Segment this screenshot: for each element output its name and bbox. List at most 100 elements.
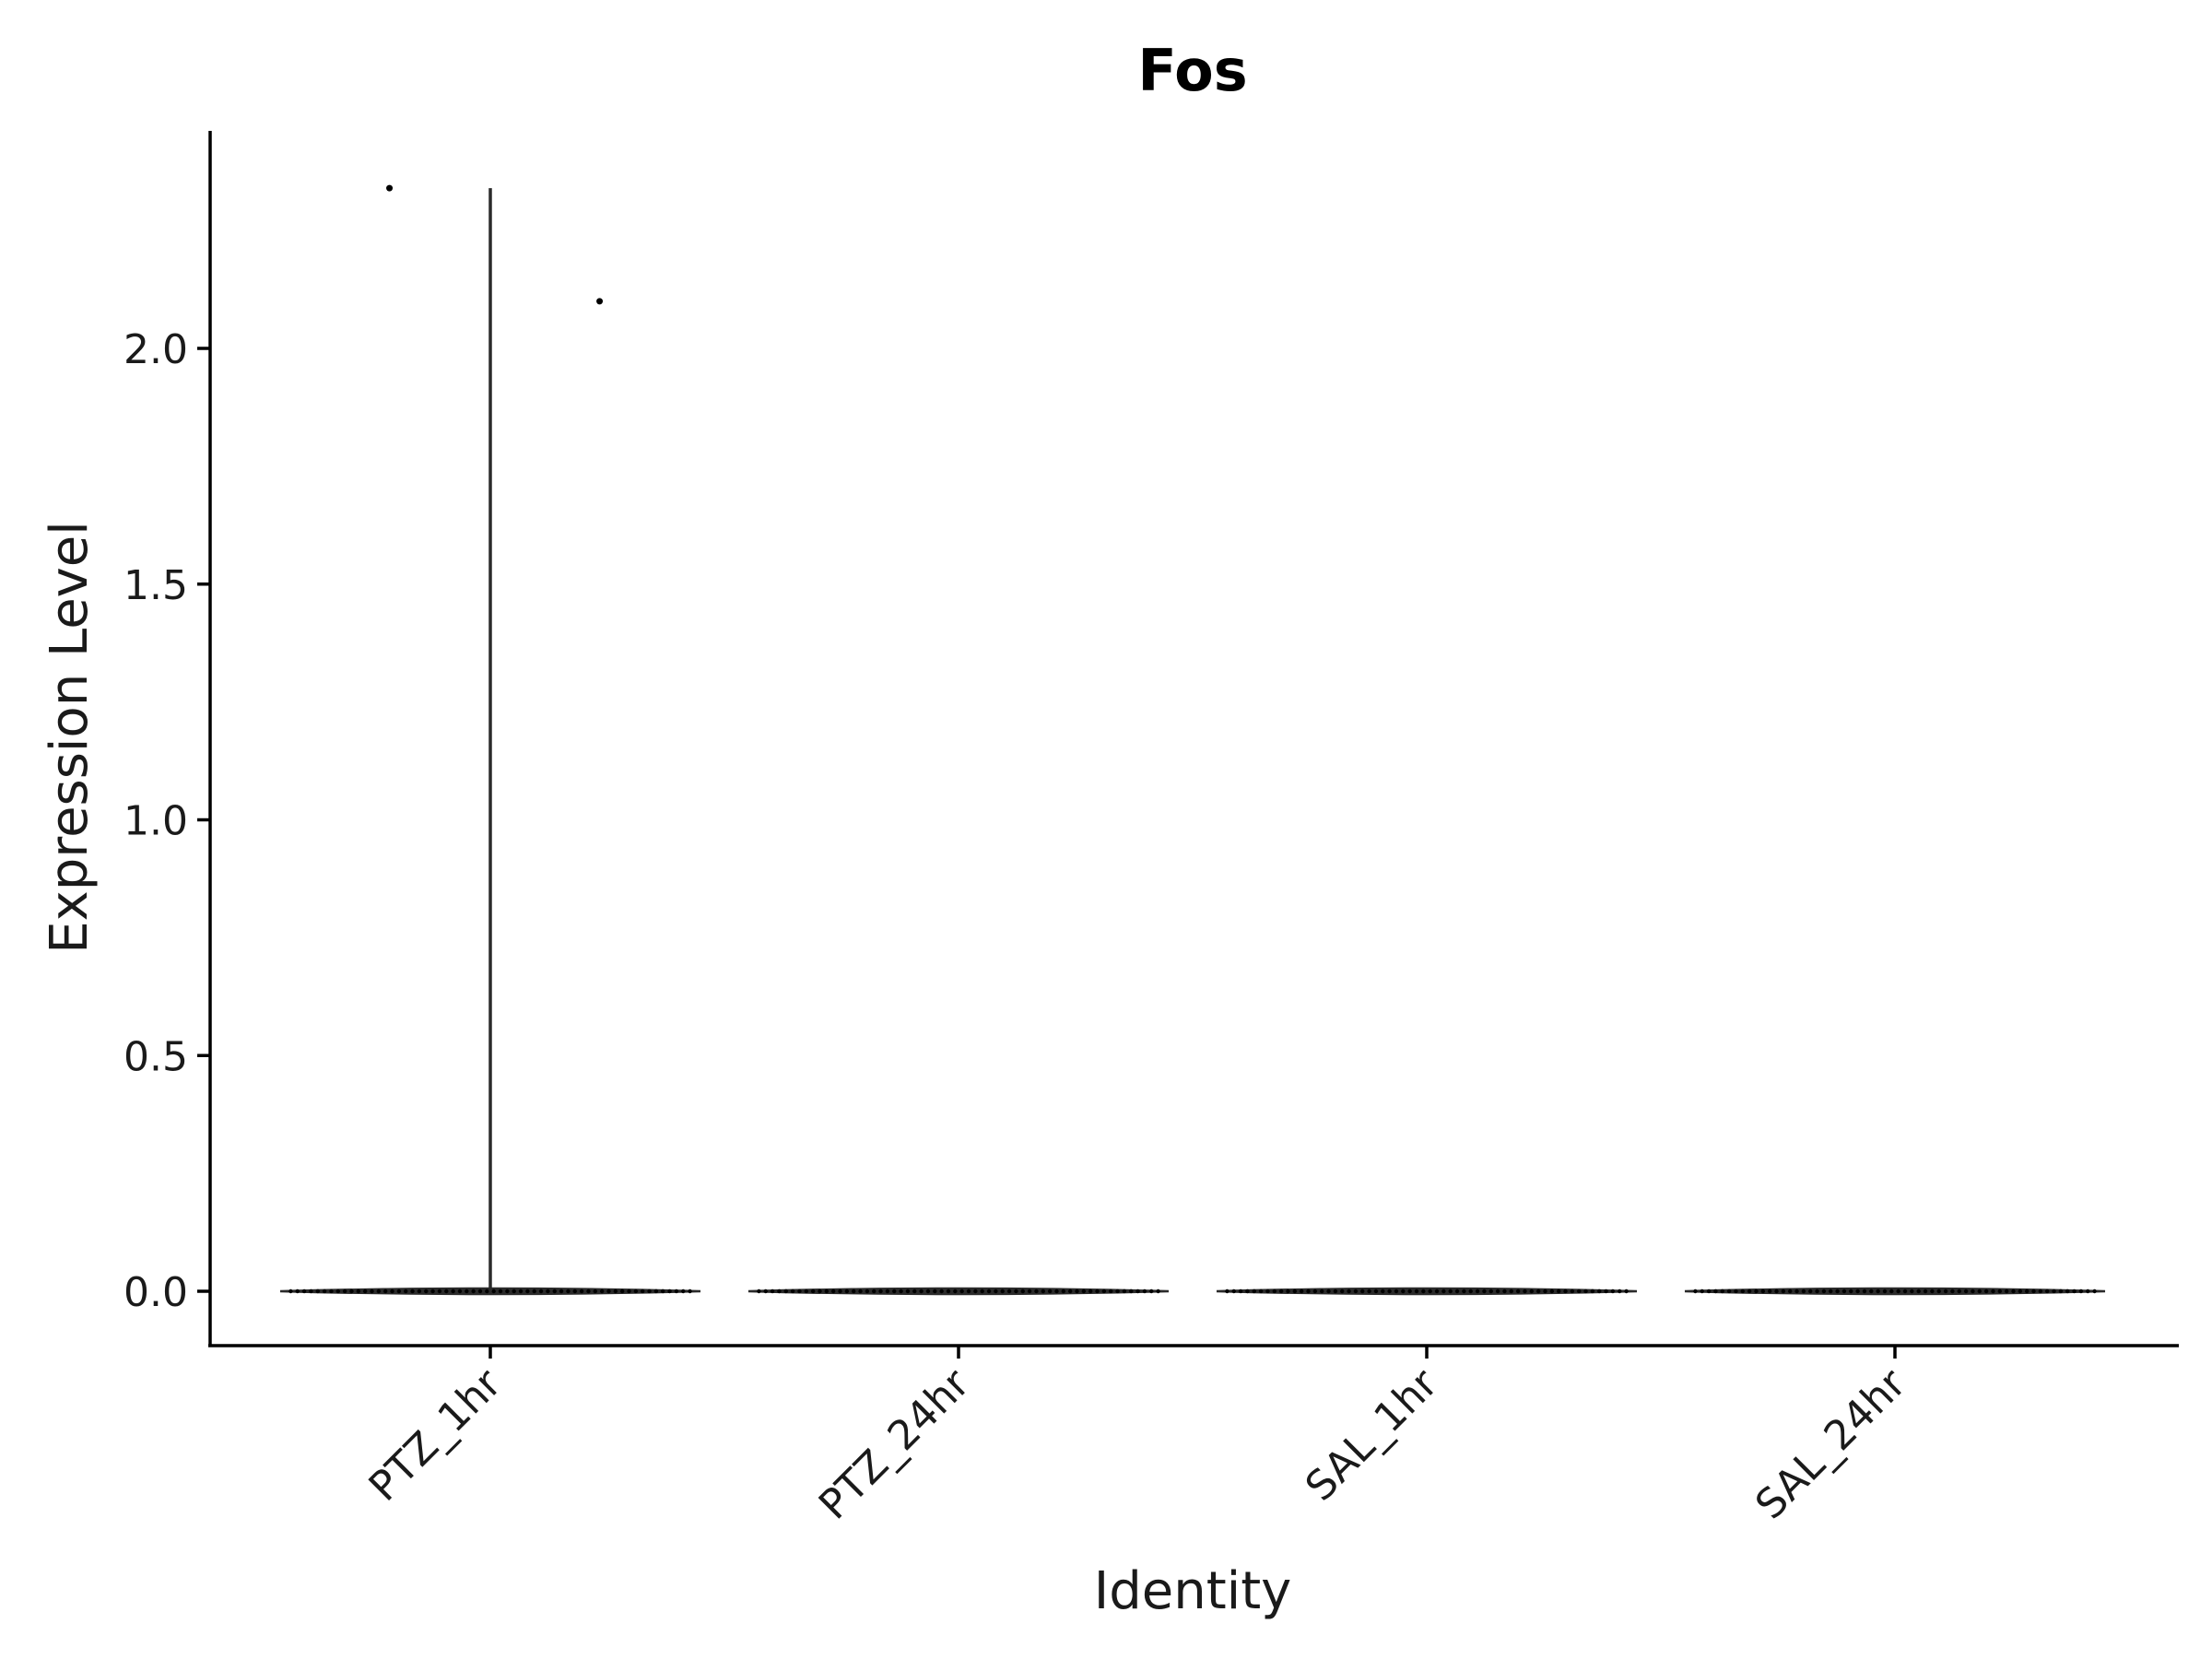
violin-zero-point: [512, 1288, 516, 1294]
violin-zero-point: [1061, 1288, 1066, 1294]
violin-zero-point: [1889, 1288, 1894, 1294]
violin-zero-point: [790, 1288, 795, 1294]
violin-zero-point: [1563, 1288, 1568, 1294]
violin-zero-point: [1475, 1288, 1480, 1294]
violin-zero-point: [362, 1288, 368, 1294]
violin-zero-point: [1910, 1288, 1914, 1294]
violin-zero-point: [322, 1288, 327, 1294]
violin-zero-point: [1916, 1288, 1921, 1294]
violin-zero-point: [1014, 1288, 1018, 1294]
violin-zero-point: [838, 1288, 842, 1294]
violin-zero-point: [538, 1288, 544, 1294]
violin-zero-point: [342, 1288, 347, 1294]
violin-zero-point: [647, 1288, 652, 1294]
violin-zero-point: [2052, 1288, 2056, 1294]
violin-zero-point: [1340, 1288, 1345, 1294]
violin-zero-point: [1272, 1288, 1277, 1294]
y-tick-label: 0.5: [124, 1033, 188, 1080]
violin-zero-point: [1774, 1288, 1779, 1294]
violin-zero-point: [810, 1288, 816, 1294]
violin-zero-point: [2024, 1288, 2030, 1294]
violin-zero-point: [1312, 1288, 1318, 1294]
violin-zero-point: [2078, 1288, 2084, 1294]
violin-zero-point: [1556, 1288, 1561, 1294]
violin-zero-point: [844, 1288, 850, 1294]
violin-zero-point: [1936, 1288, 1941, 1294]
violin-zero-point: [878, 1288, 883, 1294]
violin-zero-point: [1495, 1288, 1500, 1294]
violin-zero-point: [1468, 1288, 1473, 1294]
violin-zero-point: [804, 1288, 808, 1294]
violin-zero-point: [1997, 1288, 2003, 1294]
violin-zero-point: [1454, 1288, 1460, 1294]
violin-zero-point: [1278, 1288, 1284, 1294]
violin-zero-point: [1760, 1288, 1766, 1294]
violin-zero-point: [396, 1288, 402, 1294]
violin-zero-point: [1610, 1288, 1616, 1294]
violin-zero-point: [1829, 1288, 1833, 1294]
violin-zero-point: [2092, 1288, 2097, 1294]
violin-zero-point: [552, 1288, 557, 1294]
violin-zero-point: [1971, 1288, 1975, 1294]
violin-zero-point: [1821, 1288, 1827, 1294]
violin-zero-point: [1896, 1288, 1900, 1294]
violin-zero-point: [1387, 1288, 1392, 1294]
violin-zero-point: [1095, 1288, 1100, 1294]
violin-zero-point: [1787, 1288, 1793, 1294]
violin-zero-point: [1347, 1288, 1351, 1294]
violin-zero-point: [892, 1288, 897, 1294]
violin-zero-point: [1529, 1288, 1535, 1294]
violin-zero-point: [1700, 1288, 1704, 1294]
violin-zero-point: [1862, 1288, 1867, 1294]
chart-title: Fos: [1137, 37, 1247, 104]
violin-zero-point: [633, 1288, 639, 1294]
violin-zero-point: [1734, 1288, 1738, 1294]
violin-zero-point: [376, 1288, 382, 1294]
violin-zero-point: [1075, 1288, 1079, 1294]
x-tick-label: PTZ_24hr: [810, 1359, 979, 1528]
violin-zero-point: [653, 1288, 659, 1294]
data-point: [386, 184, 394, 192]
violin-zero-point: [1041, 1288, 1045, 1294]
x-tick-label: SAL_1hr: [1297, 1359, 1448, 1511]
violin-zero-point: [390, 1288, 394, 1294]
violin-zero-point: [329, 1288, 334, 1294]
violin-zero-point: [1000, 1288, 1005, 1294]
violin-zero-point: [2065, 1288, 2070, 1294]
violin-zero-point: [2086, 1288, 2090, 1294]
violin-zero-point: [627, 1288, 631, 1294]
violin-zero-point: [1156, 1288, 1160, 1294]
violin-zero-point: [1963, 1288, 1969, 1294]
violin-zero-point: [599, 1288, 605, 1294]
violin-zero-point: [865, 1288, 870, 1294]
violin-zero-point: [777, 1288, 782, 1294]
violin-zero-point: [1570, 1288, 1575, 1294]
violin-zero-point: [1319, 1288, 1324, 1294]
violin-zero-point: [451, 1288, 455, 1294]
violin-zero-point: [1306, 1288, 1311, 1294]
x-tick-label: SAL_24hr: [1747, 1359, 1915, 1528]
violin-zero-point: [2018, 1288, 2023, 1294]
violin-zero-point: [1577, 1288, 1582, 1294]
violin-zero-point: [1549, 1288, 1555, 1294]
violin-zero-point: [770, 1288, 775, 1294]
violin-zero-point: [335, 1288, 340, 1294]
violin-zero-point: [946, 1288, 951, 1294]
violin-zero-point: [994, 1288, 998, 1294]
violin-zero-point: [2045, 1288, 2050, 1294]
violin-zero-point: [525, 1288, 530, 1294]
violin-zero-point: [1401, 1288, 1406, 1294]
violin-layer: [279, 188, 2106, 1296]
y-tick-label: 2.0: [124, 326, 188, 373]
violin-zero-point: [912, 1288, 917, 1294]
violin-zero-point: [1245, 1288, 1250, 1294]
x-tick-label: PTZ_1hr: [360, 1359, 512, 1511]
violin-zero-point: [477, 1288, 483, 1294]
violin-zero-point: [953, 1288, 958, 1294]
violin-zero-point: [593, 1288, 598, 1294]
violin-zero-point: [518, 1288, 524, 1294]
y-tick-label: 1.5: [124, 562, 188, 609]
violin-zero-point: [1740, 1288, 1745, 1294]
violin-zero-point: [430, 1288, 435, 1294]
